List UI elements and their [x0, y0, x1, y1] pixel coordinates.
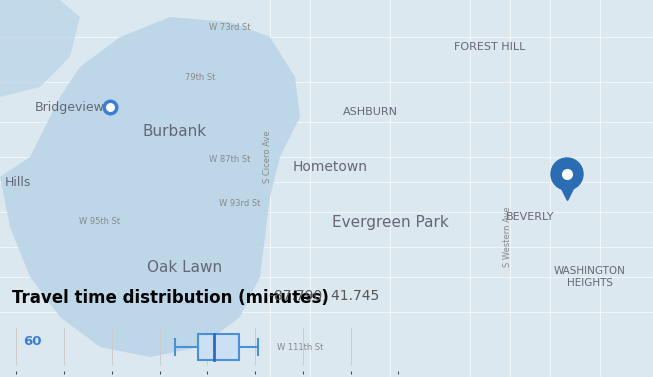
Text: -87.790, 41.745: -87.790, 41.745 [270, 288, 379, 303]
Text: Hometown: Hometown [293, 160, 368, 174]
Text: Bridgeview: Bridgeview [35, 101, 105, 113]
Text: Travel time distribution (minutes): Travel time distribution (minutes) [12, 288, 329, 307]
Bar [198, 334, 239, 360]
Text: FOREST HILL: FOREST HILL [454, 42, 526, 52]
Text: W 87th St: W 87th St [210, 155, 251, 164]
Text: Evergreen Park: Evergreen Park [332, 215, 449, 230]
Text: WASHINGTON
HEIGHTS: WASHINGTON HEIGHTS [554, 266, 626, 288]
Text: 79th St: 79th St [185, 72, 215, 81]
Text: S Cicero Ave: S Cicero Ave [264, 131, 272, 183]
Text: Oak Lawn: Oak Lawn [148, 259, 223, 274]
Text: W 111th St: W 111th St [277, 342, 323, 351]
Text: W 95th St: W 95th St [80, 218, 121, 227]
Text: 60: 60 [23, 335, 41, 348]
Circle shape [551, 158, 583, 190]
Polygon shape [0, 0, 80, 97]
Text: W 93rd St: W 93rd St [219, 199, 261, 207]
Text: BEVERLY: BEVERLY [506, 212, 554, 222]
Text: Hills: Hills [5, 176, 31, 188]
Text: S Western Ave: S Western Ave [503, 207, 513, 267]
Text: ASHBURN: ASHBURN [343, 107, 398, 117]
Text: Burbank: Burbank [143, 124, 207, 139]
Text: W 73rd St: W 73rd St [209, 23, 251, 32]
Polygon shape [0, 17, 300, 357]
